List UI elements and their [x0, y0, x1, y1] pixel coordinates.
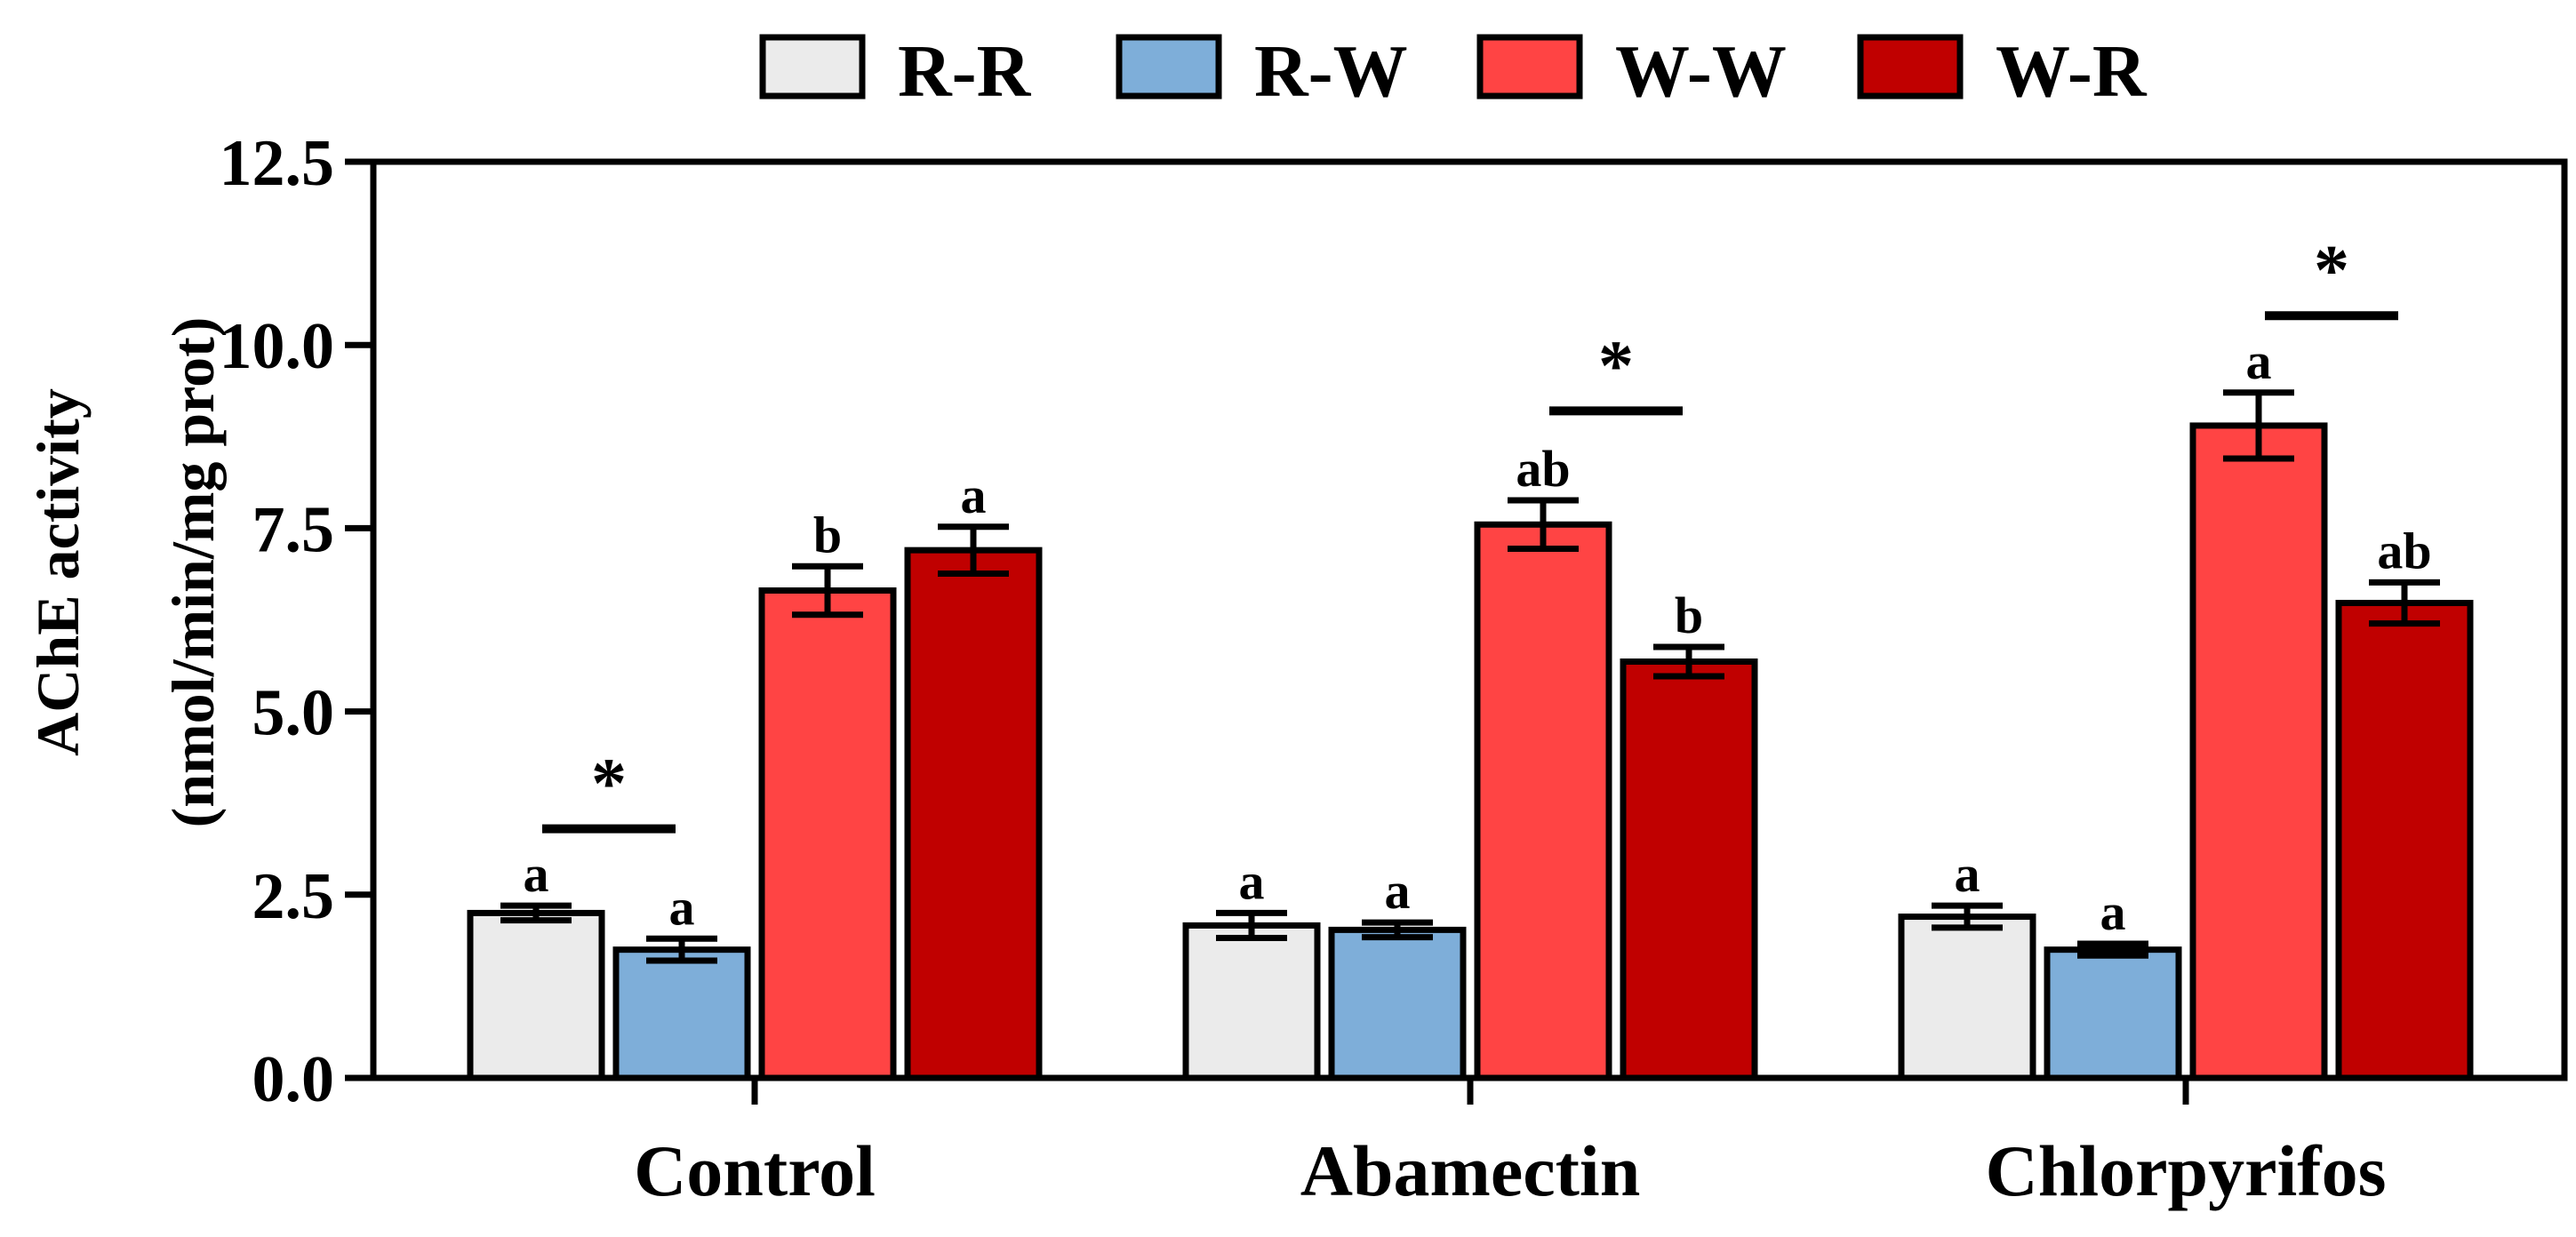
legend-swatch-W-R: [1857, 34, 1964, 100]
legend-swatch-R-W: [1116, 34, 1222, 100]
y-tick-label: 0.0: [252, 1043, 335, 1116]
significance-letter: ab: [2377, 522, 2431, 579]
legend-label-W-W: W-W: [1615, 30, 1787, 113]
significance-letter: a: [961, 467, 987, 524]
bar-W-W-Control: [758, 587, 897, 1081]
y-tick-label: 10.0: [220, 310, 335, 383]
y-tick-label: 12.5: [220, 127, 335, 200]
significance-letter: a: [1955, 845, 1980, 903]
y-axis-label-line-2: (nmol/min/mg prot): [159, 317, 227, 828]
y-tick-label: 5.0: [252, 677, 335, 750]
plot-border: [370, 158, 2568, 1081]
bar-W-R-Abamectin: [1620, 658, 1758, 1081]
significance-letter: a: [2100, 883, 2126, 941]
significance-letter: a: [1385, 862, 1411, 920]
bar-W-R-Control: [904, 547, 1043, 1081]
y-axis-label: AChE activity (nmol/min/mg prot): [24, 317, 227, 828]
significance-letter: a: [1239, 852, 1265, 910]
legend-swatch-W-W: [1476, 34, 1583, 100]
bar-R-R-Abamectin: [1182, 922, 1321, 1081]
bar-W-W-Abamectin: [1474, 521, 1612, 1081]
category-label: Control: [634, 1130, 876, 1211]
significance-letter: b: [813, 506, 842, 563]
y-axis: 0.0 2.5 5.0 7.5 10.0 12.5: [220, 127, 373, 1116]
legend-swatch-R-R: [759, 34, 866, 100]
y-tick-label: 7.5: [252, 493, 335, 566]
y-tick-label: 2.5: [252, 860, 335, 933]
significance-star: *: [591, 746, 627, 824]
bar-W-W-Chlorpyrifos: [2189, 422, 2328, 1081]
bar-R-R-Control: [467, 909, 605, 1081]
bar-R-W-Abamectin: [1328, 926, 1467, 1081]
category-label: Chlorpyrifos: [1986, 1130, 2387, 1211]
bar-R-W-Control: [612, 946, 751, 1081]
legend-label-W-R: W-R: [1996, 30, 2148, 113]
significance-letter: a: [669, 878, 695, 936]
y-axis-label-line-1: AChE activity: [24, 388, 92, 756]
bar-R-W-Chlorpyrifos: [2044, 946, 2182, 1081]
significance-star: *: [1598, 327, 1634, 405]
legend: R-R R-W W-W W-R: [759, 30, 2148, 113]
x-axis: Control Abamectin Chlorpyrifos: [634, 1078, 2387, 1211]
bar-W-R-Chlorpyrifos: [2335, 600, 2474, 1081]
significance-letter: ab: [1516, 440, 1570, 498]
category-label: Abamectin: [1300, 1130, 1641, 1211]
significance-letter: a: [2246, 332, 2272, 390]
plot-frame: [370, 158, 2568, 1081]
significance-star: *: [2314, 232, 2349, 310]
significance-letter: a: [524, 845, 549, 903]
legend-label-R-R: R-R: [898, 30, 1032, 113]
significance-letter: b: [1675, 587, 1703, 644]
bar-R-R-Chlorpyrifos: [1898, 914, 2036, 1081]
legend-label-R-W: R-W: [1254, 30, 1408, 113]
